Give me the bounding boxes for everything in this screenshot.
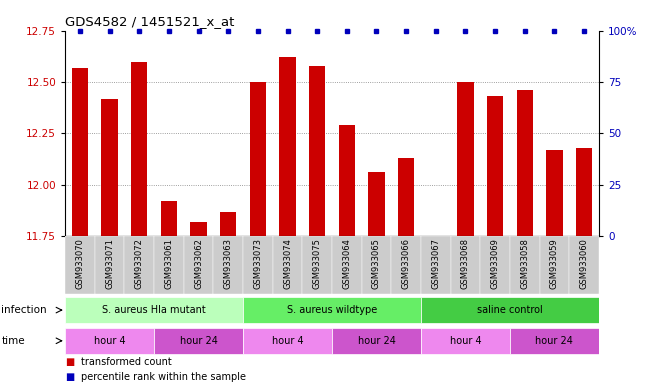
Text: GSM933071: GSM933071 xyxy=(105,238,114,289)
Text: GSM933073: GSM933073 xyxy=(253,238,262,289)
Bar xyxy=(184,236,214,294)
Bar xyxy=(243,236,273,294)
Text: GSM933062: GSM933062 xyxy=(194,238,203,289)
Bar xyxy=(546,150,562,236)
Text: hour 4: hour 4 xyxy=(450,336,481,346)
Bar xyxy=(421,297,599,323)
Bar xyxy=(332,236,362,294)
Bar xyxy=(362,236,391,294)
Bar xyxy=(510,236,540,294)
Bar xyxy=(398,158,414,236)
Text: GSM933060: GSM933060 xyxy=(579,238,589,289)
Bar xyxy=(309,66,326,236)
Bar xyxy=(95,236,124,294)
Bar xyxy=(450,236,480,294)
Text: hour 4: hour 4 xyxy=(271,336,303,346)
Text: GSM933067: GSM933067 xyxy=(432,238,440,289)
Bar xyxy=(279,58,296,236)
Text: saline control: saline control xyxy=(477,305,543,315)
Text: percentile rank within the sample: percentile rank within the sample xyxy=(81,372,246,382)
Bar xyxy=(517,90,533,236)
Bar xyxy=(391,236,421,294)
Text: GSM933069: GSM933069 xyxy=(491,238,499,289)
Text: GSM933068: GSM933068 xyxy=(461,238,470,289)
Bar xyxy=(487,96,503,236)
Bar xyxy=(368,172,385,236)
Bar xyxy=(339,125,355,236)
Text: GSM933058: GSM933058 xyxy=(520,238,529,289)
Bar xyxy=(65,297,243,323)
Bar xyxy=(421,328,510,354)
Bar xyxy=(273,236,302,294)
Text: time: time xyxy=(1,336,25,346)
Bar xyxy=(510,328,599,354)
Text: infection: infection xyxy=(1,305,47,315)
Bar xyxy=(540,236,569,294)
Bar xyxy=(190,222,207,236)
Bar xyxy=(576,148,592,236)
Text: ■: ■ xyxy=(65,357,74,367)
Bar xyxy=(332,328,421,354)
Bar xyxy=(302,236,332,294)
Text: hour 24: hour 24 xyxy=(536,336,574,346)
Bar xyxy=(250,82,266,236)
Text: hour 4: hour 4 xyxy=(94,336,126,346)
Text: transformed count: transformed count xyxy=(81,357,172,367)
Text: ■: ■ xyxy=(65,372,74,382)
Bar xyxy=(457,82,474,236)
Text: GSM933065: GSM933065 xyxy=(372,238,381,289)
Bar xyxy=(102,99,118,236)
Text: S. aureus Hla mutant: S. aureus Hla mutant xyxy=(102,305,206,315)
Text: GSM933070: GSM933070 xyxy=(76,238,85,289)
Text: GSM933072: GSM933072 xyxy=(135,238,144,289)
Text: GSM933075: GSM933075 xyxy=(312,238,322,289)
Bar xyxy=(220,212,236,236)
Text: GSM933066: GSM933066 xyxy=(402,238,411,289)
Text: GSM933074: GSM933074 xyxy=(283,238,292,289)
Text: GSM933064: GSM933064 xyxy=(342,238,352,289)
Bar xyxy=(154,328,243,354)
Bar xyxy=(72,68,88,236)
Bar xyxy=(243,297,421,323)
Text: hour 24: hour 24 xyxy=(180,336,217,346)
Bar xyxy=(65,236,95,294)
Bar xyxy=(161,201,177,236)
Title: GDS4582 / 1451521_x_at: GDS4582 / 1451521_x_at xyxy=(65,15,234,28)
Text: GSM933059: GSM933059 xyxy=(550,238,559,289)
Text: GSM933061: GSM933061 xyxy=(165,238,173,289)
Bar xyxy=(124,236,154,294)
Bar xyxy=(243,328,332,354)
Bar xyxy=(154,236,184,294)
Bar xyxy=(65,328,154,354)
Text: S. aureus wildtype: S. aureus wildtype xyxy=(287,305,377,315)
Bar xyxy=(131,61,147,236)
Bar xyxy=(421,236,450,294)
Text: GSM933063: GSM933063 xyxy=(224,238,232,289)
Bar xyxy=(214,236,243,294)
Text: hour 24: hour 24 xyxy=(357,336,395,346)
Bar xyxy=(569,236,599,294)
Bar xyxy=(480,236,510,294)
